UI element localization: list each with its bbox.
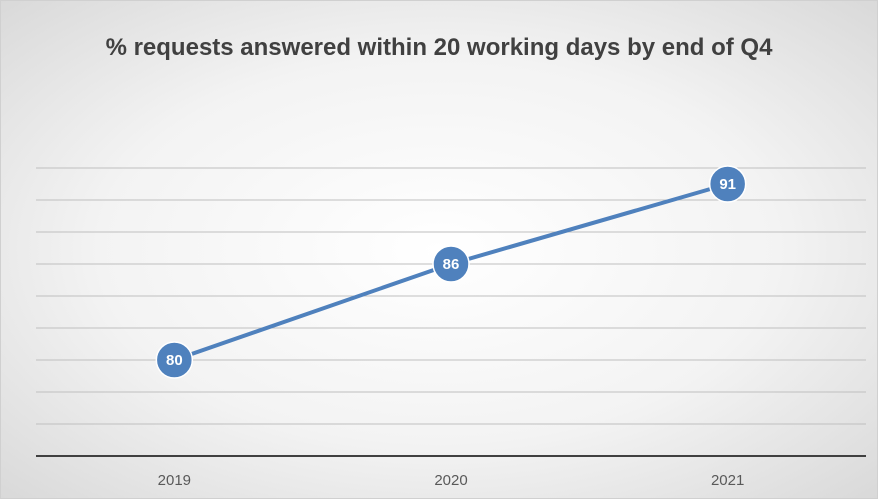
x-tick-label: 2021 xyxy=(711,472,744,489)
data-label: 86 xyxy=(443,256,460,273)
x-tick-label: 2020 xyxy=(434,472,467,489)
x-tick-label: 2019 xyxy=(158,472,191,489)
marker xyxy=(155,341,194,379)
chart-title: % requests answered within 20 working da… xyxy=(105,34,773,61)
marker xyxy=(708,165,747,203)
marker xyxy=(432,245,470,283)
data-label: 80 xyxy=(166,352,183,369)
data-label: 91 xyxy=(719,176,736,193)
